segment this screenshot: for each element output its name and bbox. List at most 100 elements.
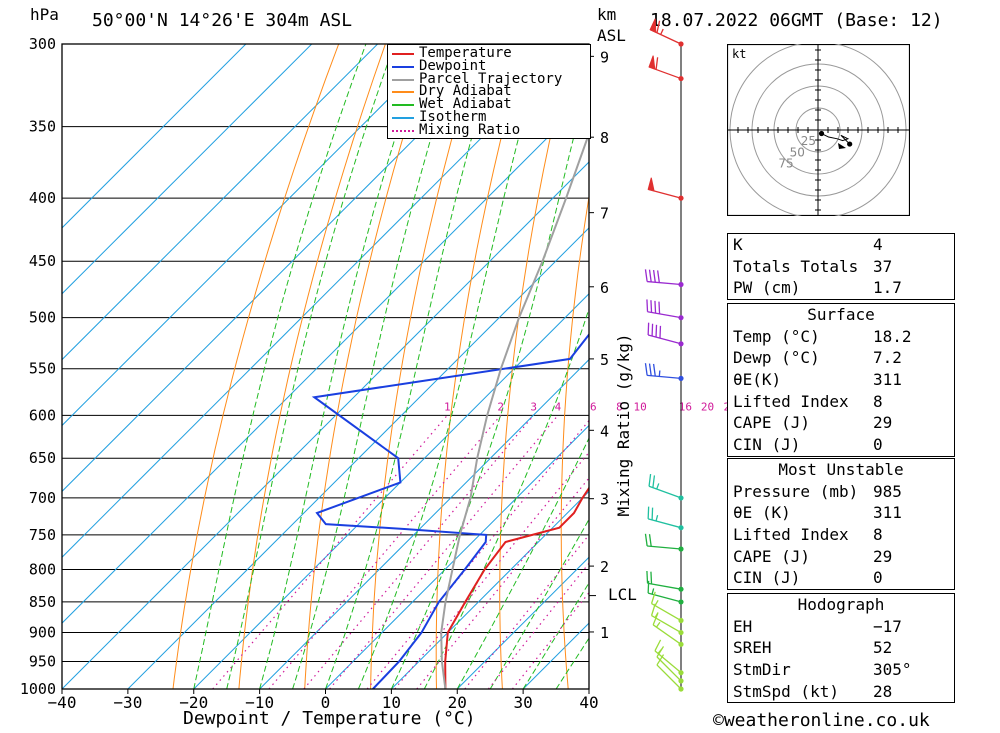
wind-barb-pennant (647, 177, 655, 192)
wind-barb-flag (648, 534, 652, 547)
hodograph-indices-title: Hodograph (797, 595, 885, 614)
pressure-tick-label: 900 (29, 624, 56, 642)
wet-adiabat-line (423, 307, 589, 689)
wind-barb-flag (648, 269, 652, 282)
wind-level-dot (678, 586, 684, 592)
wind-barb-half-flag (658, 370, 661, 377)
isotherm-line (325, 424, 589, 689)
isotherm-line (62, 44, 444, 427)
table-row: CIN (J) 0 (728, 567, 954, 589)
mixing-ratio-label: 3 (530, 400, 537, 413)
wind-barb-flag (644, 269, 648, 282)
row-label: StmDir (733, 660, 791, 680)
mixing-ratio-line (329, 414, 559, 689)
legend-label: Parcel Trajectory (419, 70, 563, 87)
pressure-unit-label: hPa (30, 5, 59, 24)
row-value: 7.2 (873, 348, 902, 368)
index-label: Totals Totals (733, 256, 859, 276)
legend-swatch (392, 129, 414, 132)
row-value: 52 (873, 638, 893, 658)
most-unstable-title: Most Unstable (778, 460, 904, 479)
dry-adiabat-line (499, 44, 573, 689)
dry-adiabat-line (560, 193, 589, 689)
legend-item: Dewpoint (388, 59, 588, 73)
km-tick-label: 1 (600, 624, 609, 642)
km-tick-label: 4 (600, 422, 609, 440)
row-value: 8 (873, 391, 883, 411)
legend-label: Wet Adiabat (419, 96, 512, 113)
wind-barb-staff (652, 624, 682, 645)
row-label: CAPE (J) (733, 413, 811, 433)
temperature-tick-label: −30 (113, 693, 142, 712)
isotherm-line (62, 44, 378, 361)
surface-table: Surface Temp (°C) 18.2 Dewp (°C) 7.2 θE(K)… (727, 303, 955, 457)
wind-barb-flag (656, 646, 665, 658)
hodograph-trace (821, 133, 851, 145)
table-row: CIN (J) 0 (728, 434, 954, 456)
isotherm-line (391, 490, 589, 689)
isotherm-line (62, 44, 510, 493)
table-row: Temp (°C) 18.2 (728, 326, 954, 348)
temperature-tick-label: −10 (245, 693, 274, 712)
row-value: 8 (873, 525, 883, 545)
km-tick-label: 2 (600, 558, 609, 576)
legend-item: Parcel Trajectory (388, 70, 588, 87)
mixing-ratio-axis-title: Mixing Ratio (g/kg) (614, 333, 633, 517)
dry-adiabat-line (370, 44, 480, 689)
legend-item: Wet Adiabat (388, 96, 588, 113)
wind-barb-staff (647, 311, 682, 319)
wind-barb-staff (648, 485, 682, 499)
wind-barb-flag (650, 591, 656, 604)
mixing-ratio-line (487, 562, 589, 689)
pressure-tick-label: 500 (29, 309, 56, 327)
row-value: 311 (873, 370, 902, 390)
asl-label: ASL (597, 26, 626, 45)
km-tick-label: 5 (600, 351, 609, 369)
mixing-ratio-label: 10 (634, 400, 647, 413)
row-value: 18.2 (873, 326, 912, 346)
wind-barb-staff (647, 518, 682, 529)
row-value: 28 (873, 681, 893, 701)
row-label: Lifted Index (733, 525, 849, 545)
wet-adiabat-line (456, 436, 589, 689)
wind-barb-flag (650, 300, 653, 313)
wind-barb-half-flag (656, 483, 660, 490)
mixing-ratio-label: 16 (679, 400, 692, 413)
dry-adiabat-line (435, 44, 526, 689)
row-label: Dewp (°C) (733, 348, 820, 368)
wet-adiabat-line (193, 44, 367, 689)
wind-barb-staff (647, 280, 682, 286)
index-value: 1.7 (873, 278, 902, 298)
wind-level-dot (678, 495, 684, 501)
wind-barb-flag (644, 533, 648, 547)
wind-barb-flag (648, 363, 652, 376)
wind-barb-staff (656, 664, 682, 690)
row-value: 29 (873, 546, 893, 566)
table-row: EH −17 (728, 616, 954, 638)
wind-barb-staff (656, 656, 682, 682)
wind-level-dot (678, 41, 684, 47)
hodograph-ring-label: 25 (801, 134, 816, 148)
wind-barb-half-flag (655, 621, 661, 628)
wind-barb-staff (647, 374, 682, 380)
row-label: CIN (J) (733, 568, 801, 588)
wind-barb-flag (646, 299, 649, 312)
wind-barb-flag (654, 639, 662, 652)
table-row: CAPE (J) 29 (728, 412, 954, 434)
dry-adiabat-line (992, 44, 1000, 689)
wind-barb-pennant (648, 55, 656, 70)
legend-swatch (392, 65, 414, 68)
wind-barb-flag (658, 301, 661, 314)
row-label: EH (733, 616, 753, 636)
legend: Temperature Dewpoint Parcel Trajectory Dry … (387, 44, 591, 139)
wind-level-dot (678, 525, 684, 531)
table-row: SREH 52 (728, 637, 954, 659)
km-tick-label: 6 (600, 279, 609, 297)
hodograph-ring-label: 50 (790, 145, 805, 159)
wet-adiabat-line (357, 44, 544, 689)
legend-swatch (392, 117, 414, 119)
parcel-trajectory-profile-line (440, 130, 589, 689)
